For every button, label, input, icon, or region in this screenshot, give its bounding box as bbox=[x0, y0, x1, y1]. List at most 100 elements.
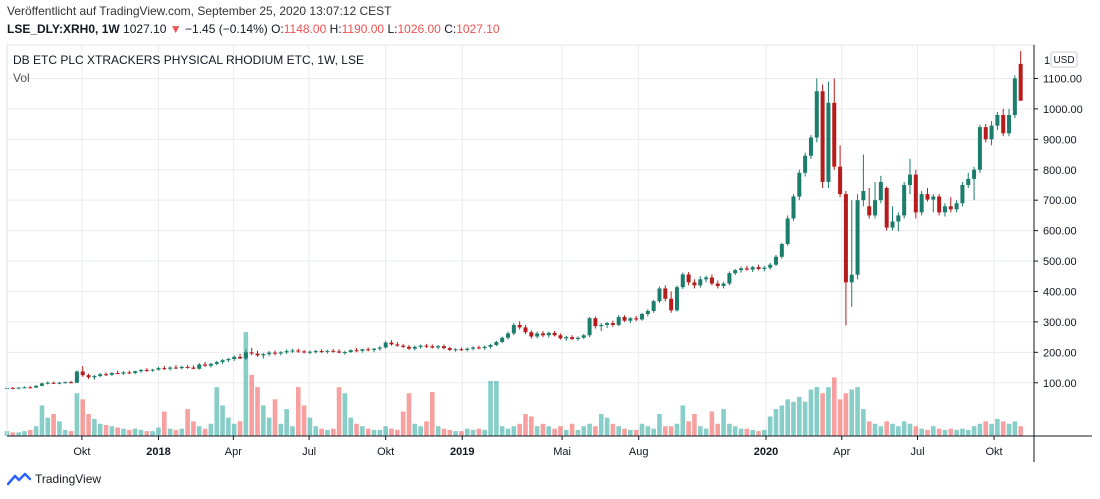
volume-bar-153 bbox=[896, 426, 901, 436]
volume-bars bbox=[4, 332, 1023, 436]
candle-body-83 bbox=[488, 345, 493, 347]
candle-body-120 bbox=[704, 277, 709, 280]
candle-body-80 bbox=[471, 347, 476, 349]
volume-bar-103 bbox=[604, 417, 610, 436]
volume-bar-39 bbox=[231, 423, 237, 436]
candle-body-73 bbox=[430, 346, 435, 348]
volume-bar-173 bbox=[1012, 421, 1018, 436]
candle-body-124 bbox=[727, 273, 732, 284]
volume-bar-16 bbox=[97, 423, 103, 436]
candle-body-94 bbox=[552, 332, 557, 336]
candle-body-149 bbox=[873, 200, 878, 216]
candle-body-122 bbox=[715, 283, 720, 286]
footer: TradingView bbox=[7, 472, 101, 486]
high-label: H: bbox=[329, 22, 342, 36]
candle-body-141 bbox=[826, 102, 831, 182]
volume-bar-41 bbox=[243, 332, 249, 436]
volume-bar-12 bbox=[74, 393, 80, 436]
volume-bar-76 bbox=[447, 429, 453, 436]
volume-bar-127 bbox=[744, 428, 750, 436]
volume-bar-137 bbox=[802, 401, 808, 436]
volume-bar-155 bbox=[907, 423, 913, 436]
y-tick-label-0: 100.00 bbox=[1043, 378, 1077, 390]
candle-body-72 bbox=[424, 345, 429, 347]
candle-body-63 bbox=[372, 348, 377, 350]
volume-bar-86 bbox=[505, 428, 511, 436]
volume-bar-129 bbox=[756, 431, 761, 436]
candle-body-102 bbox=[599, 324, 604, 327]
x-tick-label-7: Aug bbox=[629, 446, 649, 458]
candle-body-87 bbox=[511, 324, 516, 334]
open-label: O: bbox=[271, 22, 284, 36]
volume-bar-145 bbox=[849, 389, 855, 436]
y-tick-label-1: 200.00 bbox=[1043, 347, 1077, 359]
volume-bar-163 bbox=[954, 429, 959, 436]
candle-body-46 bbox=[272, 352, 277, 354]
volume-bar-91 bbox=[534, 426, 540, 436]
candle-body-146 bbox=[855, 200, 860, 275]
candle-body-155 bbox=[907, 174, 912, 185]
close-label: C: bbox=[444, 22, 457, 36]
volume-bar-48 bbox=[284, 409, 289, 436]
volume-bar-14 bbox=[86, 414, 91, 436]
volume-bar-63 bbox=[371, 429, 377, 436]
volume-bar-156 bbox=[913, 426, 919, 436]
candle-body-144 bbox=[843, 194, 848, 283]
candle-body-136 bbox=[797, 172, 802, 197]
volume-bar-128 bbox=[750, 429, 755, 436]
volume-bar-174 bbox=[1018, 426, 1023, 436]
volume-bar-109 bbox=[639, 423, 645, 436]
candle-body-32 bbox=[191, 367, 196, 369]
volume-bar-68 bbox=[400, 411, 406, 436]
plot-frame bbox=[6, 44, 1035, 437]
currency-badge[interactable] bbox=[1050, 51, 1078, 68]
volume-bar-77 bbox=[453, 431, 458, 436]
y-tick-label-3: 400.00 bbox=[1043, 286, 1077, 298]
volume-bar-26 bbox=[156, 427, 161, 436]
candle-body-74 bbox=[436, 346, 441, 348]
candle-body-53 bbox=[313, 351, 318, 353]
candle-body-113 bbox=[663, 288, 668, 299]
volume-bar-138 bbox=[808, 389, 814, 436]
volume-bar-30 bbox=[179, 428, 185, 436]
candle-body-79 bbox=[465, 348, 470, 350]
volume-bar-75 bbox=[441, 428, 447, 436]
volume-bar-78 bbox=[459, 431, 464, 436]
candle-body-16 bbox=[98, 374, 103, 377]
candle-body-106 bbox=[622, 317, 627, 321]
price-chart[interactable]: 100.00 200.00 300.00 400.00 500.00 600.00 700.… bbox=[0, 0, 1100, 470]
candle-body-132 bbox=[774, 256, 779, 265]
volume-bar-54 bbox=[319, 428, 324, 436]
candle-body-131 bbox=[768, 264, 773, 268]
volume-bar-31 bbox=[185, 409, 190, 436]
volume-bar-9 bbox=[57, 421, 62, 436]
volume-bar-114 bbox=[668, 426, 674, 436]
volume-bar-40 bbox=[237, 421, 243, 436]
volume-bar-126 bbox=[738, 428, 744, 436]
volume-bar-146 bbox=[855, 387, 860, 436]
volume-bar-24 bbox=[144, 431, 150, 436]
volume-bar-166 bbox=[971, 426, 977, 436]
candle-body-43 bbox=[255, 353, 260, 356]
candle-body-125 bbox=[733, 270, 738, 274]
volume-bar-89 bbox=[523, 414, 528, 436]
volume-bar-82 bbox=[482, 429, 488, 436]
candle-body-39 bbox=[232, 356, 237, 360]
candle-body-128 bbox=[750, 267, 755, 270]
footer-brand[interactable]: TradingView bbox=[35, 472, 102, 486]
volume-bar-21 bbox=[127, 429, 132, 436]
candle-body-127 bbox=[744, 268, 749, 270]
volume-bar-105 bbox=[616, 426, 622, 436]
chart-title: DB ETC PLC XTRACKERS PHYSICAL RHODIUM ET… bbox=[13, 53, 364, 67]
candle-body-86 bbox=[506, 333, 511, 338]
candle-body-101 bbox=[593, 318, 598, 327]
candle-body-156 bbox=[913, 174, 918, 213]
last-price: 1027.10 bbox=[123, 22, 167, 36]
volume-bar-144 bbox=[843, 393, 849, 436]
candle-body-10 bbox=[63, 382, 68, 384]
candle-body-105 bbox=[616, 317, 621, 325]
candle-body-37 bbox=[220, 360, 225, 363]
volume-bar-46 bbox=[272, 399, 278, 436]
candle-body-139 bbox=[814, 91, 819, 138]
y-tick-label-5: 600.00 bbox=[1043, 226, 1077, 238]
